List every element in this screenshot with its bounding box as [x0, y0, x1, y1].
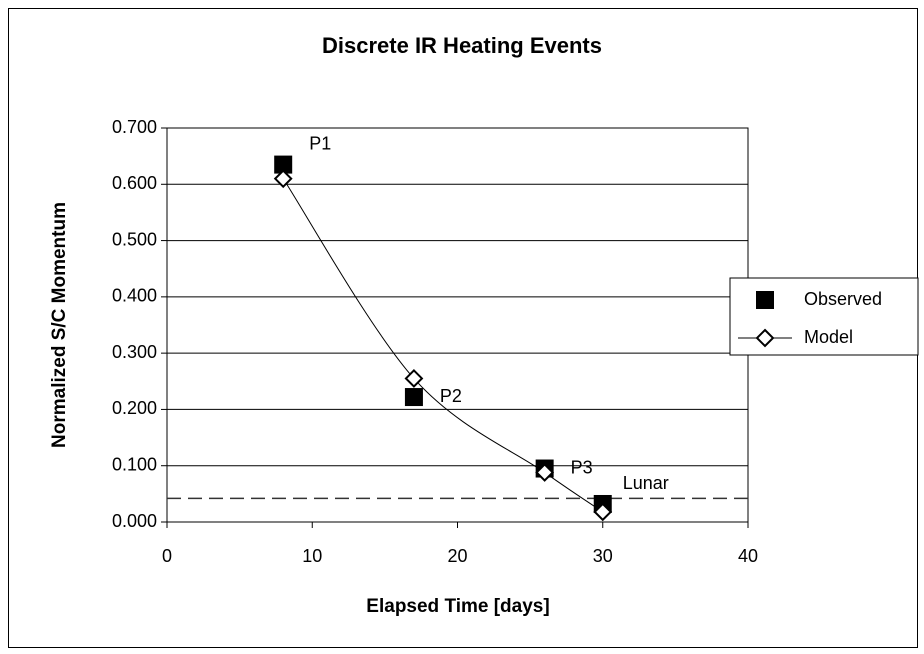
x-axis-label: Elapsed Time [days] — [366, 596, 549, 617]
point-label: P1 — [309, 133, 331, 153]
y-tick-label: 0.300 — [112, 342, 157, 362]
y-tick-label: 0.000 — [112, 511, 157, 531]
model-marker — [593, 502, 613, 522]
y-tick-label: 0.600 — [112, 173, 157, 193]
x-tick-label: 30 — [593, 546, 613, 566]
y-tick-label: 0.500 — [112, 229, 157, 249]
legend-label: Observed — [804, 289, 882, 309]
y-tick-label: 0.700 — [112, 117, 157, 137]
x-tick-label: 40 — [738, 546, 758, 566]
series-line — [282, 178, 604, 513]
y-axis-label: Normalized S/C Momentum — [49, 202, 70, 448]
model-marker — [535, 463, 555, 482]
chart-title: Discrete IR Heating Events — [322, 33, 602, 58]
y-tick-label: 0.100 — [112, 454, 157, 474]
legend-label: Model — [804, 327, 853, 347]
observed-marker — [404, 388, 423, 407]
x-tick-label: 10 — [302, 546, 322, 566]
x-tick-label: 0 — [162, 546, 172, 566]
model-marker — [273, 169, 293, 189]
model-marker — [404, 369, 424, 388]
legend-marker — [756, 291, 774, 309]
reference-label: Lunar — [623, 473, 669, 493]
y-tick-label: 0.200 — [112, 398, 157, 418]
observed-marker — [274, 155, 293, 174]
point-label: P3 — [571, 457, 593, 477]
point-label: P2 — [440, 386, 462, 406]
plot-area — [167, 128, 748, 522]
x-tick-label: 20 — [447, 546, 467, 566]
legend-marker — [755, 328, 775, 348]
y-tick-label: 0.400 — [112, 286, 157, 306]
